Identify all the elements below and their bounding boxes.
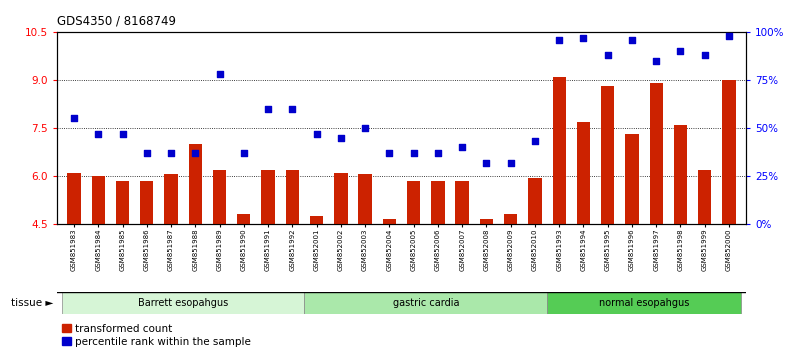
Bar [698, 170, 712, 224]
Point [383, 150, 396, 156]
Point [68, 115, 80, 121]
Point [529, 139, 541, 144]
Point [334, 135, 347, 141]
Bar [304, 292, 547, 314]
Point [505, 160, 517, 165]
Bar [431, 181, 444, 224]
Bar [552, 77, 566, 224]
Point [140, 150, 153, 156]
Bar [237, 215, 251, 224]
Point [165, 150, 178, 156]
Bar [601, 86, 615, 224]
Bar [455, 181, 469, 224]
Point [698, 52, 711, 58]
Bar [116, 181, 129, 224]
Legend: transformed count, percentile rank within the sample: transformed count, percentile rank withi… [62, 324, 251, 347]
Bar [310, 216, 323, 224]
Point [237, 150, 250, 156]
Point [456, 144, 469, 150]
Bar [92, 176, 105, 224]
Bar [140, 181, 154, 224]
Text: tissue ►: tissue ► [10, 298, 53, 308]
Bar [334, 173, 348, 224]
Point [116, 131, 129, 137]
Point [213, 72, 226, 77]
Point [408, 150, 420, 156]
Bar [722, 80, 736, 224]
Point [674, 48, 687, 54]
Text: Barrett esopahgus: Barrett esopahgus [138, 298, 228, 308]
Bar [529, 178, 541, 224]
Bar [189, 144, 202, 224]
Bar [674, 125, 687, 224]
Bar [358, 175, 372, 224]
Bar [407, 181, 420, 224]
Bar [261, 170, 275, 224]
Bar [164, 175, 178, 224]
Bar [480, 219, 493, 224]
Bar [383, 219, 396, 224]
Bar [68, 173, 80, 224]
Bar [577, 122, 590, 224]
Bar [626, 135, 638, 224]
Point [92, 131, 104, 137]
Point [189, 150, 201, 156]
Bar [62, 292, 304, 314]
Point [601, 52, 614, 58]
Bar [650, 83, 663, 224]
Point [480, 160, 493, 165]
Point [723, 33, 736, 39]
Point [359, 125, 372, 131]
Point [431, 150, 444, 156]
Text: normal esopahgus: normal esopahgus [599, 298, 689, 308]
Point [310, 131, 323, 137]
Point [577, 35, 590, 41]
Bar [213, 170, 226, 224]
Point [626, 37, 638, 42]
Point [650, 58, 662, 64]
Text: GDS4350 / 8168749: GDS4350 / 8168749 [57, 15, 176, 28]
Point [262, 106, 275, 112]
Point [553, 37, 566, 42]
Bar [504, 215, 517, 224]
Text: gastric cardia: gastric cardia [392, 298, 459, 308]
Point [286, 106, 298, 112]
Bar [547, 292, 741, 314]
Bar [286, 170, 299, 224]
